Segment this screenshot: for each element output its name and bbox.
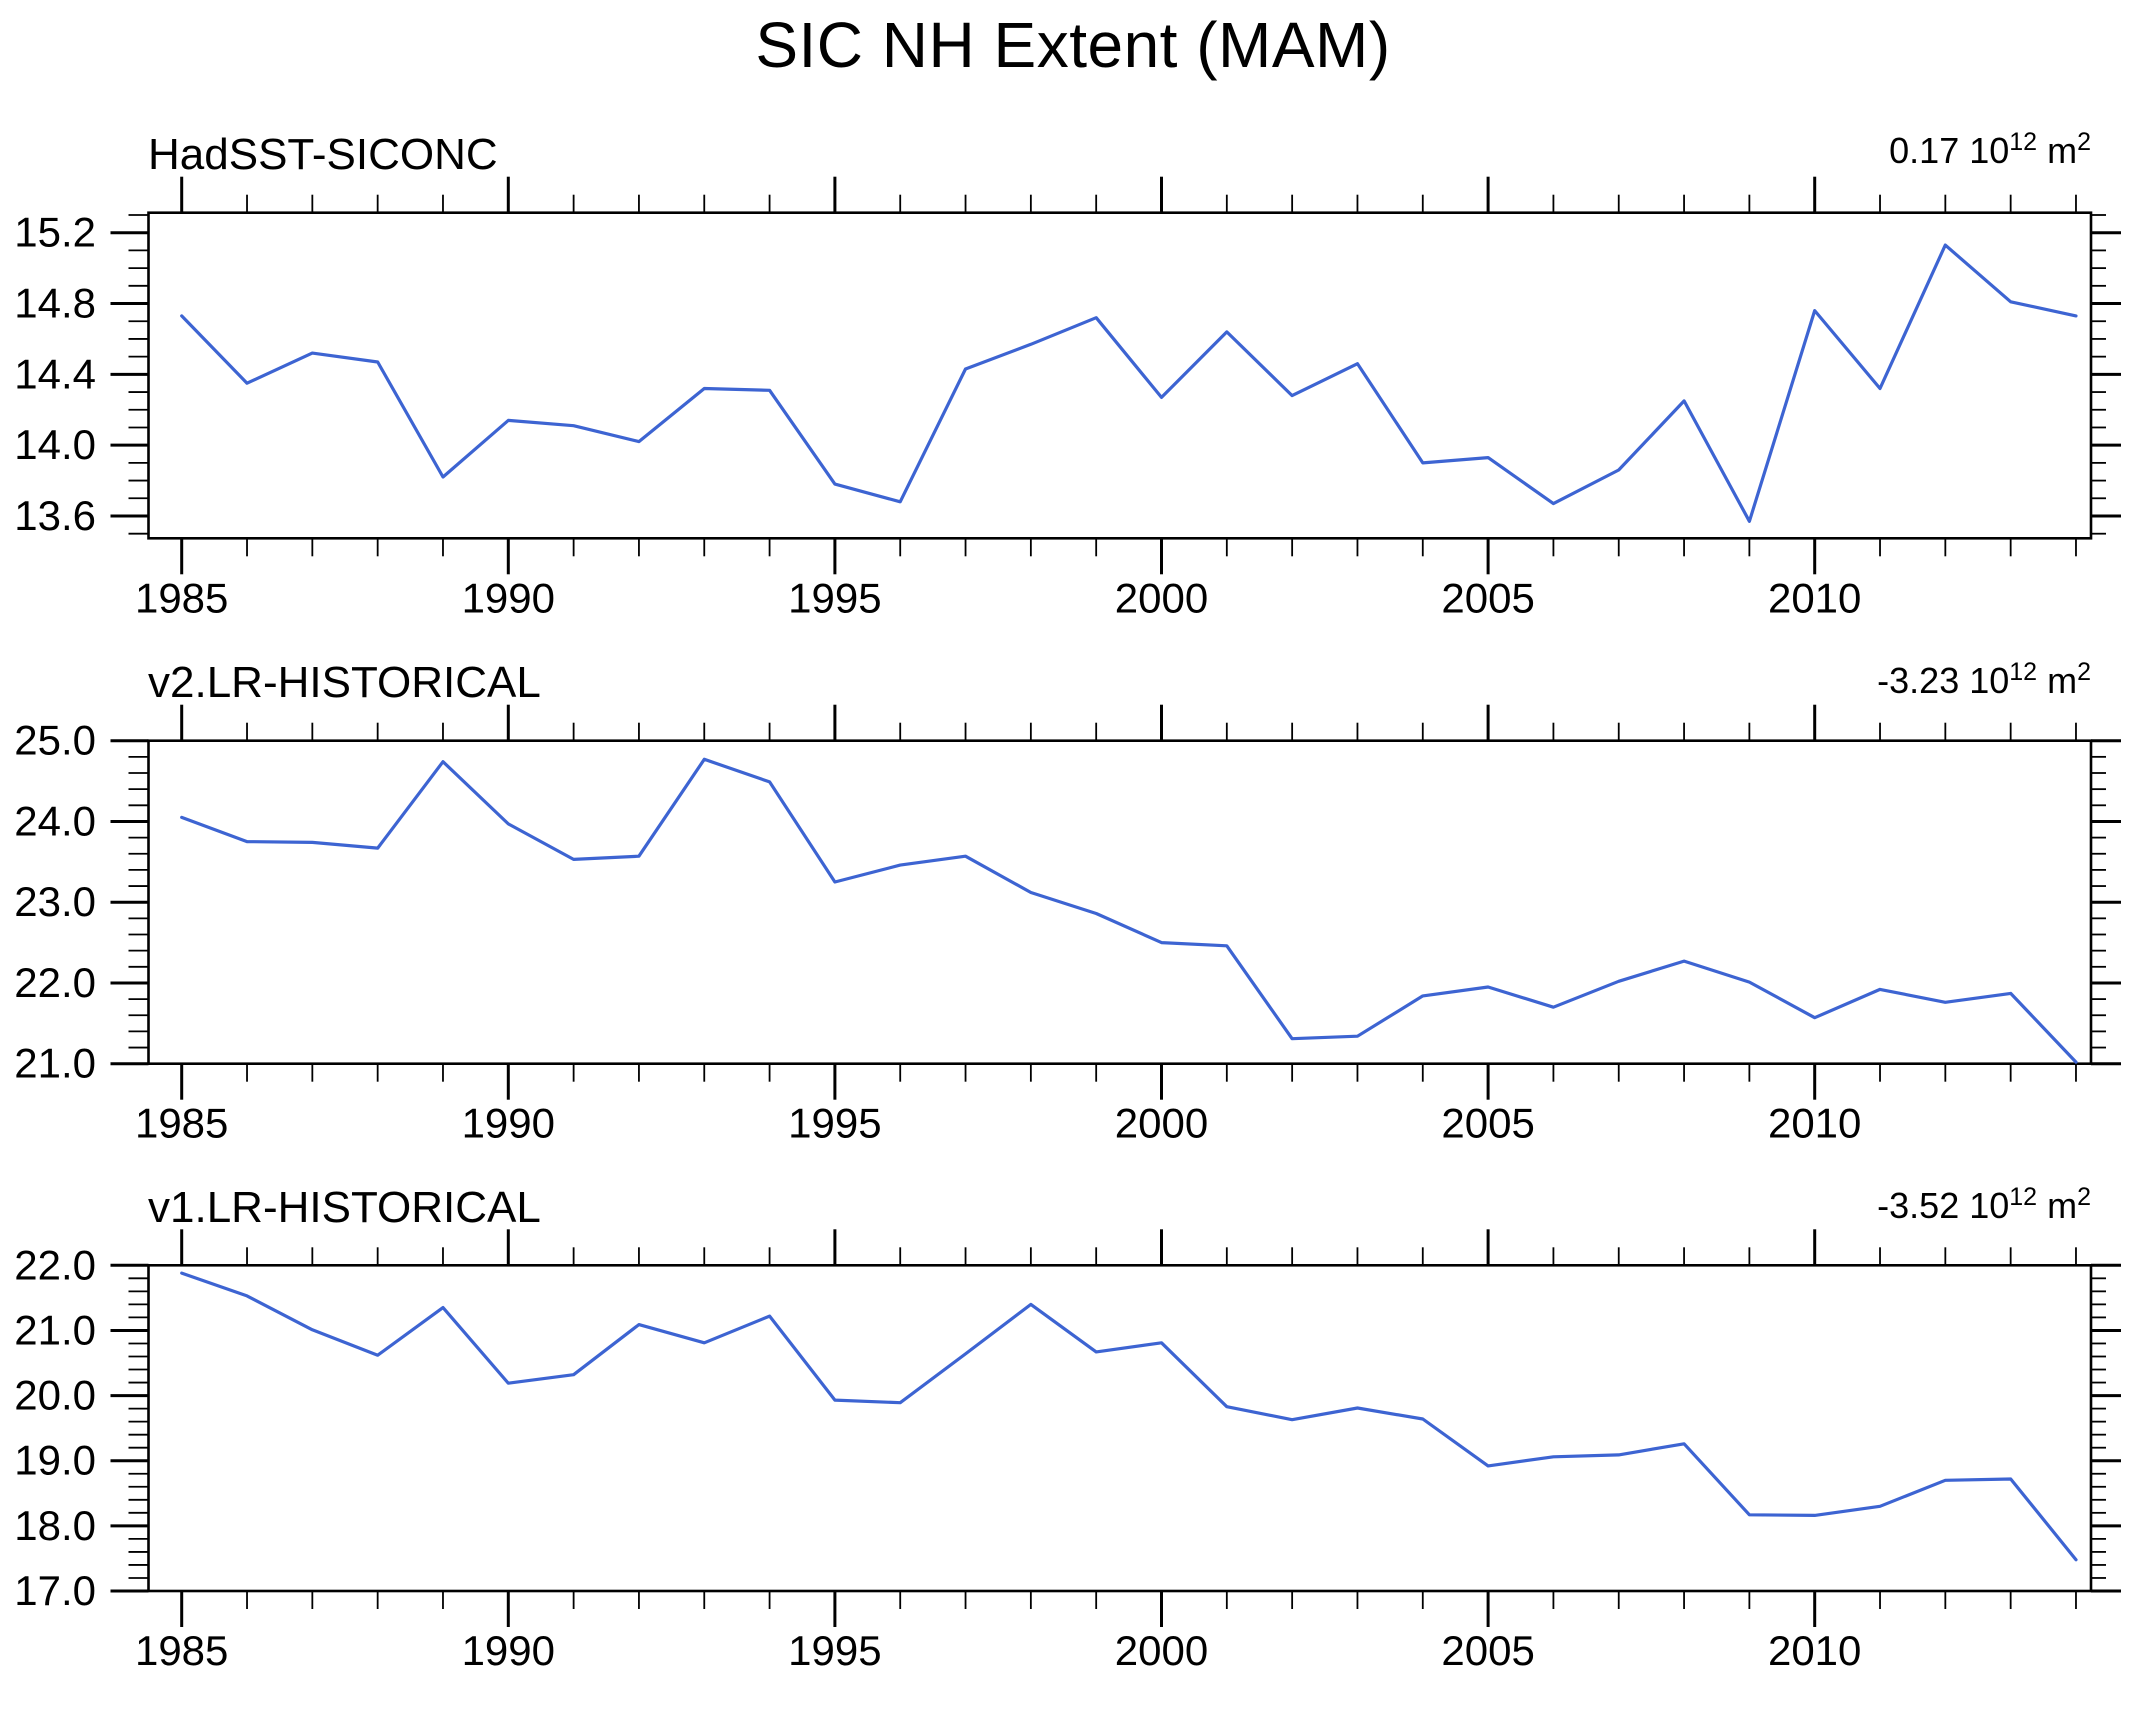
panel-2-line <box>180 757 2078 1064</box>
panel-3-line <box>180 1271 2078 1562</box>
panel-3-x-tick-label: 1990 <box>462 1627 555 1674</box>
panel-3-x-tick-label: 2005 <box>1441 1627 1534 1674</box>
panel-2-x-tick-label: 2005 <box>1441 1100 1534 1147</box>
trend-exponent: 12 <box>2009 1183 2038 1211</box>
figure-title: SIC NH Extent (MAM) <box>755 9 1391 81</box>
panel-2-y-tick-label: 24.0 <box>14 797 96 844</box>
panel-1-y-tick-label: 14.4 <box>14 350 96 397</box>
panel-3-title: v1.LR-HISTORICAL <box>148 1183 541 1232</box>
panel-1-title: HadSST-SICONC <box>148 130 498 179</box>
trend-unit-exponent: 2 <box>2077 128 2091 156</box>
panel-2-y-tick-label: 21.0 <box>14 1040 96 1087</box>
panel-3-x-tick-label: 2010 <box>1768 1627 1861 1674</box>
trend-value: -3.52 10 <box>1877 1185 2010 1226</box>
trend-unit-exponent: 2 <box>2077 658 2091 686</box>
panel-2-y-tick-label: 23.0 <box>14 878 96 925</box>
trend-exponent: 12 <box>2009 658 2038 686</box>
panel-3-x-tick-label: 1985 <box>135 1627 228 1674</box>
panel-3-y-tick-label: 20.0 <box>14 1372 96 1419</box>
panel-1-y-tick-label: 13.6 <box>14 492 96 539</box>
panel-2-y-tick-label: 25.0 <box>14 717 96 764</box>
panel-3-x-tick-label: 2000 <box>1115 1627 1208 1674</box>
panel-1-line <box>180 243 2078 523</box>
panel-2-x-tick-label: 1985 <box>135 1100 228 1147</box>
panel-1-y-tick-label: 14.8 <box>14 280 96 327</box>
panel-2-trend-annotation: -3.23 1012 m2 <box>1877 660 2091 702</box>
panel-1-y-tick-label: 14.0 <box>14 421 96 468</box>
panel-3-plot: 1985 1990 1995 2000 2005 2010 22.0 21.0 20.0 19.0… <box>14 1229 2121 1674</box>
panel-1-trend-annotation: 0.17 1012 m2 <box>1889 130 2091 172</box>
panel-1-x-tick-label: 2005 <box>1441 574 1534 621</box>
panel-2-x-tick-label: 1990 <box>462 1100 555 1147</box>
panel-3-y-tick-label: 19.0 <box>14 1437 96 1484</box>
panel-3-plot-box <box>147 1264 2093 1593</box>
panel-1-x-tick-label: 1995 <box>788 574 881 621</box>
trend-unit: m <box>2037 130 2078 171</box>
panel-1-x-tick-label: 1990 <box>462 574 555 621</box>
panel-2-y-tick-label: 22.0 <box>14 959 96 1006</box>
panel-1-y-tick-label: 15.2 <box>14 209 96 256</box>
panel-2-x-tick-label: 1995 <box>788 1100 881 1147</box>
trend-unit-exponent: 2 <box>2077 1183 2091 1211</box>
panel-3-y-tick-label: 22.0 <box>14 1241 96 1288</box>
panel-3-y-tick-label: 18.0 <box>14 1502 96 1549</box>
panel-3-x-tick-label: 1995 <box>788 1627 881 1674</box>
trend-unit: m <box>2037 1185 2078 1226</box>
panel-2-title: v2.LR-HISTORICAL <box>148 658 541 707</box>
trend-value: 0.17 10 <box>1889 130 2010 171</box>
panel-1-plot-box <box>147 211 2093 540</box>
trend-value: -3.23 10 <box>1877 660 2010 701</box>
panel-2-x-tick-label: 2000 <box>1115 1100 1208 1147</box>
panel-3-y-tick-label: 17.0 <box>14 1567 96 1614</box>
panel-1-x-tick-label: 2000 <box>1115 574 1208 621</box>
trend-unit: m <box>2037 660 2078 701</box>
panel-1-plot: 1985 1990 1995 2000 2005 2010 15.2 14.8 14.4 14.0… <box>14 176 2121 621</box>
panel-2-plot-box <box>147 739 2093 1066</box>
panel-2-plot: 1985 1990 1995 2000 2005 2010 25.0 24.0 23.0 22.0… <box>14 704 2121 1147</box>
panel-1-x-tick-label: 1985 <box>135 574 228 621</box>
panel-2-x-tick-label: 2010 <box>1768 1100 1861 1147</box>
trend-exponent: 12 <box>2009 128 2038 156</box>
panel-3-y-tick-label: 21.0 <box>14 1306 96 1353</box>
panel-3-trend-annotation: -3.52 1012 m2 <box>1877 1185 2091 1227</box>
panel-1-x-tick-label: 2010 <box>1768 574 1861 621</box>
